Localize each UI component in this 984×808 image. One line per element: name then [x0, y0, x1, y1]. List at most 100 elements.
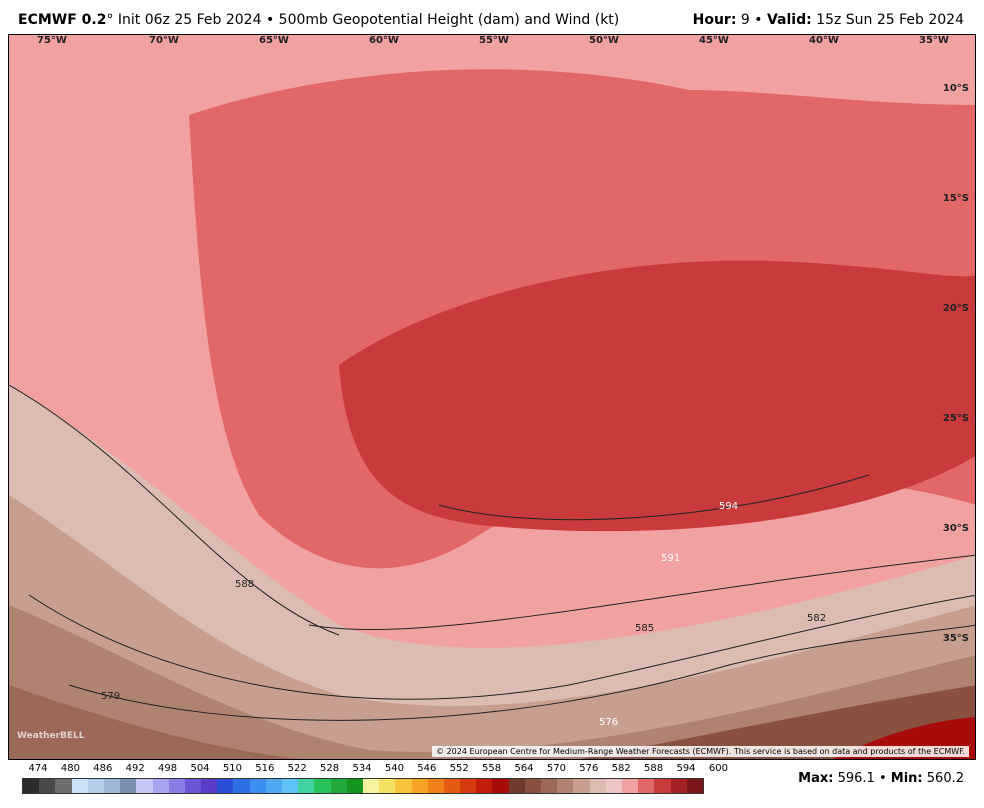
- legend-label: 480: [60, 763, 80, 774]
- lat-label: 35°S: [942, 633, 969, 644]
- lon-label: 65°W: [259, 35, 289, 46]
- legend-label: 498: [158, 763, 178, 774]
- legend-swatch: [621, 779, 639, 793]
- lon-label: 75°W: [37, 35, 67, 46]
- weatherbell-logo: WeatherBELL: [17, 731, 85, 741]
- legend-swatch: [136, 779, 153, 793]
- lat-label: 25°S: [942, 413, 969, 424]
- legend-swatch: [265, 779, 282, 793]
- product-name: 500mb Geopotential Height (dam) and Wind…: [278, 12, 620, 28]
- legend-swatch: [654, 779, 671, 793]
- legend-swatch: [411, 779, 428, 793]
- legend-label: 576: [579, 763, 599, 774]
- legend-labels: 474 480 486 492 498 504 510 516 522 528 534 540 546 5…: [22, 763, 727, 776]
- legend-label: 600: [708, 763, 728, 774]
- legend-swatch: [314, 779, 331, 793]
- legend-swatch: [120, 779, 137, 793]
- copyright-notice: © 2024 European Centre for Medium-Range …: [432, 746, 969, 757]
- lon-label: 45°W: [699, 35, 729, 46]
- legend-swatch: [233, 779, 250, 793]
- legend-swatch: [71, 779, 88, 793]
- legend-swatch: [605, 779, 622, 793]
- legend-label: 582: [611, 763, 631, 774]
- map-panel[interactable]: 75°W 70°W 65°W 60°W 55°W 50°W 45°W 40°W …: [8, 34, 976, 760]
- valid-time: Hour: 9 • Valid: 15z Sun 25 Feb 2024: [692, 12, 964, 28]
- hour-value: 9: [740, 12, 750, 28]
- legend-label: 564: [514, 763, 534, 774]
- contour-label: 591: [661, 553, 681, 564]
- legend-label: 558: [482, 763, 502, 774]
- contour-label: 576: [599, 717, 619, 728]
- legend-swatch: [524, 779, 541, 793]
- legend-label: 594: [676, 763, 696, 774]
- legend-swatch: [573, 779, 590, 793]
- legend-label: 486: [93, 763, 113, 774]
- legend-label: 516: [255, 763, 275, 774]
- max-min-stats: Max: 596.1 • Min: 560.2: [798, 771, 964, 786]
- contour-label: 585: [635, 623, 655, 634]
- legend-label: 552: [449, 763, 469, 774]
- legend-swatch: [460, 779, 477, 793]
- legend-swatch: [39, 779, 56, 793]
- map-title: ECMWF 0.2° Init 06z 25 Feb 2024 • 500mb …: [18, 12, 620, 28]
- legend-swatch: [282, 779, 299, 793]
- legend-swatch: [168, 779, 185, 793]
- lon-label: 35°W: [919, 35, 949, 46]
- legend-label: 540: [384, 763, 404, 774]
- legend-swatch: [492, 779, 509, 793]
- lat-label: 10°S: [942, 83, 969, 94]
- legend-swatch: [201, 779, 218, 793]
- valid-value: 15z Sun 25 Feb 2024: [816, 12, 964, 28]
- lon-label: 60°W: [369, 35, 399, 46]
- lat-label: 15°S: [942, 193, 969, 204]
- min-value: 560.2: [926, 771, 964, 786]
- contour-label: 579: [101, 691, 121, 702]
- height-field: [9, 35, 975, 759]
- legend-swatch: [476, 779, 493, 793]
- legend-label: 588: [644, 763, 664, 774]
- legend-bar: [22, 778, 704, 794]
- legend-label: 474: [28, 763, 48, 774]
- lat-label: 20°S: [942, 303, 969, 314]
- legend-swatch: [217, 779, 234, 793]
- legend-swatch: [508, 779, 525, 793]
- legend-swatch: [379, 779, 396, 793]
- legend-swatch: [298, 779, 315, 793]
- lon-label: 55°W: [479, 35, 509, 46]
- legend-swatch: [103, 779, 121, 793]
- legend-swatch: [87, 779, 104, 793]
- legend-swatch: [427, 779, 444, 793]
- max-value: 596.1: [837, 771, 875, 786]
- legend-swatch: [184, 779, 202, 793]
- lat-label: 30°S: [942, 523, 969, 534]
- init-time: Init 06z 25 Feb 2024: [117, 12, 262, 28]
- lon-label: 70°W: [149, 35, 179, 46]
- legend-swatch: [346, 779, 363, 793]
- model-name: ECMWF 0.2: [18, 12, 107, 28]
- lon-label: 50°W: [589, 35, 619, 46]
- lon-label: 40°W: [809, 35, 839, 46]
- contour-label: 594: [719, 501, 739, 512]
- legend-swatch: [362, 779, 380, 793]
- header: ECMWF 0.2° Init 06z 25 Feb 2024 • 500mb …: [0, 0, 984, 34]
- legend-swatch: [443, 779, 461, 793]
- legend-label: 504: [190, 763, 210, 774]
- legend-swatch: [330, 779, 347, 793]
- legend-swatch: [541, 779, 558, 793]
- legend-label: 528: [320, 763, 340, 774]
- legend-label: 534: [352, 763, 372, 774]
- legend-swatch: [638, 779, 655, 793]
- legend-swatch: [249, 779, 266, 793]
- legend-label: 510: [222, 763, 242, 774]
- legend-swatch: [395, 779, 412, 793]
- legend-swatch: [589, 779, 606, 793]
- legend-label: 522: [287, 763, 307, 774]
- legend-label: 492: [125, 763, 145, 774]
- legend-swatch: [23, 779, 40, 793]
- legend-label: 570: [546, 763, 566, 774]
- contour-label: 582: [807, 613, 827, 624]
- legend-swatch: [152, 779, 169, 793]
- legend-label: 546: [417, 763, 437, 774]
- legend-swatch: [557, 779, 574, 793]
- legend-swatch: [55, 779, 72, 793]
